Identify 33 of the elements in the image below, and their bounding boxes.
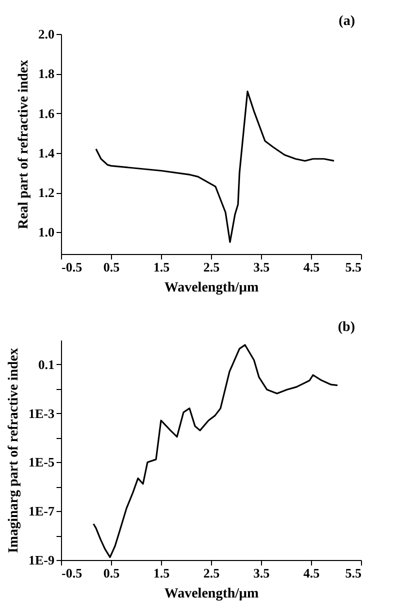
y-tick-label: 1.8	[38, 66, 55, 82]
x-tick-label: 1.5	[153, 260, 170, 274]
x-tick-label: 2.5	[203, 260, 220, 274]
y-tick-label: 1.2	[38, 185, 54, 200]
x-tick-label: 5.5	[345, 566, 362, 580]
x-tick-label: 3.5	[253, 566, 270, 580]
x-tick-label: 4.5	[303, 260, 320, 274]
line-series	[92, 344, 338, 558]
y-tick-label: 1E-3	[28, 406, 55, 421]
x-tick-label: 4.5	[303, 566, 320, 580]
x-axis-title: Wavelength/μm	[164, 586, 259, 602]
y-tick-label: 1E-7	[28, 504, 55, 519]
x-tick-label: 3.5	[253, 260, 270, 274]
text: (a)	[338, 14, 356, 29]
y-tick-label: 1.0	[38, 224, 54, 240]
line-series	[95, 90, 335, 243]
x-tick-label: 0.5	[103, 566, 120, 580]
x-tick-label: -0.5	[62, 566, 83, 580]
x-tick-label: 1.5	[153, 566, 170, 580]
y-tick-label: 1E-9	[28, 552, 55, 568]
y-tick-label: 2.0	[38, 26, 54, 42]
x-tick-label: -0.5	[62, 260, 83, 274]
y-axis-title: Imaginarg part of refractive index	[6, 348, 22, 554]
x-tick-label: 0.5	[103, 260, 120, 274]
text: (b)	[338, 320, 356, 335]
y-tick-label: 0.1	[38, 356, 54, 372]
y-tick-label: 1E-5	[28, 454, 55, 470]
y-axis-title: Real part of refractive index	[16, 60, 32, 230]
x-tick-label: 5.5	[345, 260, 362, 274]
y-tick-label: 1.4	[38, 145, 55, 160]
x-axis-title: Wavelength/μm	[164, 280, 259, 296]
y-tick-label: 1.6	[38, 106, 55, 121]
x-tick-label: 2.5	[203, 566, 220, 580]
